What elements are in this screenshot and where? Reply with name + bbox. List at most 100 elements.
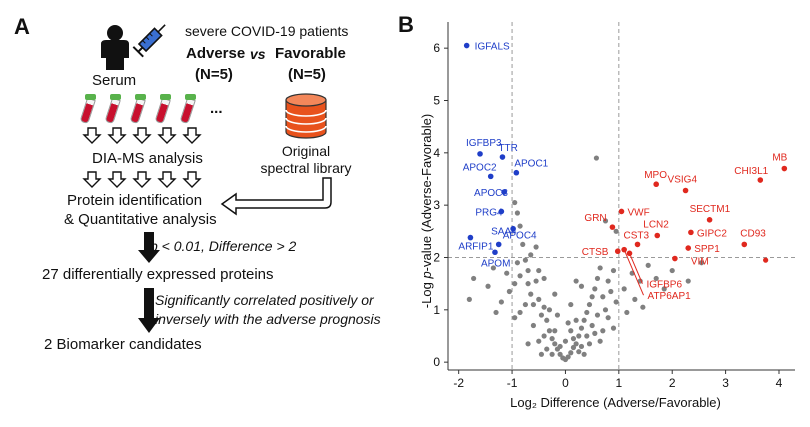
- ns-point: [528, 252, 534, 258]
- ns-point: [525, 341, 531, 347]
- y-tick-label: 5: [433, 93, 440, 107]
- ns-point: [578, 343, 585, 350]
- blood-tube-icon: [104, 94, 121, 125]
- ns-point: [669, 267, 675, 274]
- ns-point: [573, 341, 579, 347]
- ns-point: [584, 333, 590, 339]
- vs-label: vs: [250, 46, 266, 62]
- ns-point: [576, 349, 582, 355]
- ns-point: [640, 304, 646, 310]
- ns-point: [522, 257, 529, 263]
- y-tick-label: 0: [433, 355, 440, 369]
- criteria-1: p < 0.01, Difference > 2: [150, 238, 297, 254]
- ns-point: [568, 328, 574, 334]
- ns-point: [541, 333, 547, 339]
- ns-point: [536, 267, 542, 274]
- saa4-point: [510, 225, 516, 232]
- ns-point: [552, 328, 558, 334]
- y-tick-label: 4: [433, 146, 440, 160]
- apom-point: [492, 249, 498, 256]
- cd93-point: [741, 241, 748, 248]
- igfbp3-label: IGFBP3: [466, 138, 502, 149]
- ns-point: [498, 299, 504, 305]
- lcn2-label: LCN2: [643, 220, 669, 231]
- ns-point: [589, 294, 595, 300]
- x-tick-label: 1: [615, 376, 622, 390]
- ns-point: [568, 301, 574, 308]
- ns-point: [605, 278, 611, 284]
- up-point: [763, 257, 769, 263]
- ns-point: [653, 275, 659, 282]
- blood-tube-icon: [79, 94, 96, 125]
- ns-point: [632, 296, 638, 302]
- mpo-label: MPO: [644, 170, 667, 181]
- apoc4-label: APOC4: [503, 230, 537, 241]
- ctsb-label: CTSB: [582, 247, 609, 258]
- ns-point: [685, 278, 691, 284]
- ns-point: [573, 317, 579, 323]
- cd93-label: CD93: [740, 228, 766, 239]
- ns-point: [610, 267, 617, 274]
- ns-point: [512, 199, 518, 206]
- ns-point: [549, 351, 555, 357]
- ns-point: [698, 260, 705, 266]
- ns-point: [528, 291, 534, 297]
- serum-label: Serum: [92, 72, 137, 89]
- adverse-n: (N=5): [195, 66, 233, 83]
- blood-tube-icon: [154, 94, 171, 125]
- chi3l1-label: CHI3L1: [734, 166, 768, 177]
- ns-point: [578, 283, 585, 289]
- criteria-2-line1: Significantly correlated positively or: [155, 292, 374, 308]
- apoc2-point: [487, 173, 494, 180]
- vwf-label: VWF: [628, 207, 650, 218]
- ns-point: [597, 338, 603, 344]
- mpo-point: [653, 181, 659, 188]
- igfals-point: [463, 42, 470, 49]
- atp6ap1-label: ATP6AP1: [648, 291, 692, 302]
- ns-point: [520, 241, 526, 248]
- ns-point: [546, 328, 553, 334]
- ns-point: [576, 333, 582, 339]
- apom-label: APOM: [481, 258, 510, 269]
- more-samples-ellipsis: ...: [210, 100, 223, 117]
- ns-point: [613, 299, 619, 305]
- apoc3-label: APOC3: [474, 188, 508, 199]
- igfbp6-label: IGFBP6: [646, 280, 682, 291]
- result-27-proteins: 27 differentially expressed proteins: [42, 266, 274, 283]
- ns-point: [544, 317, 550, 323]
- apoc1-point: [513, 169, 520, 176]
- sectm1-label: SECTM1: [690, 204, 731, 215]
- grn-label: GRN: [584, 213, 606, 224]
- ns-point: [541, 275, 547, 282]
- igfals-label: IGFALS: [475, 42, 510, 53]
- ns-point: [600, 328, 606, 334]
- patients-title: severe COVID-19 patients: [185, 23, 349, 39]
- vsig4-point: [682, 187, 689, 194]
- ns-point: [530, 322, 537, 329]
- ns-point: [586, 341, 593, 347]
- x-tick-label: 0: [562, 376, 569, 390]
- favorable-label: Favorable: [275, 45, 346, 62]
- lcn2-point: [654, 232, 661, 239]
- prg4-label: PRG4: [475, 207, 503, 218]
- ns-point: [589, 322, 595, 329]
- ns-point: [592, 286, 598, 292]
- ns-point: [552, 341, 558, 347]
- ns-point: [597, 265, 603, 271]
- ns-point: [613, 228, 619, 234]
- ns-point: [538, 351, 545, 357]
- ns-point: [600, 294, 606, 300]
- adverse-label: Adverse: [186, 45, 246, 62]
- ns-point: [493, 309, 499, 316]
- gipc2-label: GIPC2: [697, 228, 727, 239]
- ns-point: [562, 338, 569, 344]
- vsig4-label: VSIG4: [668, 175, 698, 186]
- ns-point: [466, 296, 472, 302]
- ns-point: [661, 286, 667, 292]
- ns-point: [621, 286, 627, 292]
- ttr-point: [499, 154, 506, 160]
- ns-point: [557, 343, 563, 350]
- saa4-label: SAA4: [491, 227, 517, 238]
- ns-point: [549, 336, 555, 342]
